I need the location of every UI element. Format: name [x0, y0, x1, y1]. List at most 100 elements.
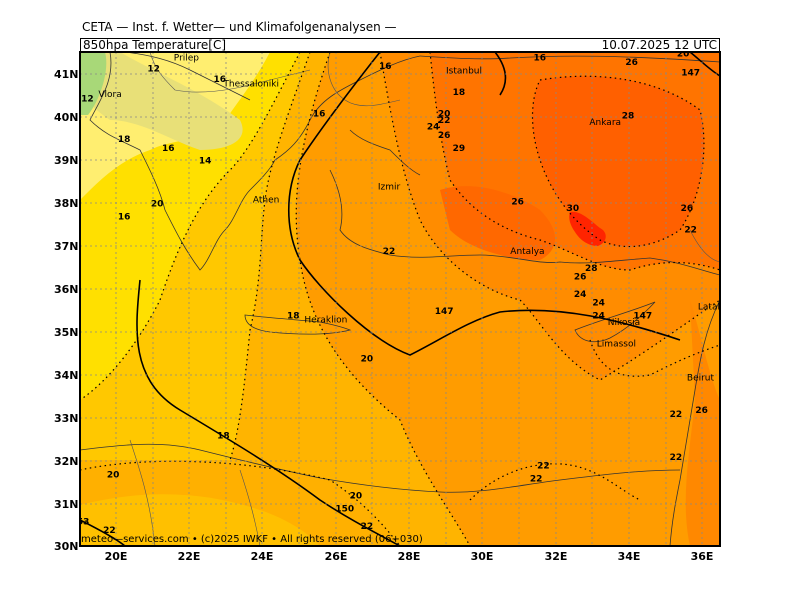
city-labels: Prilep Thessaloniki Vlora Istanbul Ankara Izm…: [98, 54, 731, 384]
isotherm-label: 29: [453, 144, 466, 154]
lat-label: 41N: [54, 68, 79, 81]
lat-label: 36N: [54, 283, 79, 296]
isotherm-label: 24: [574, 290, 587, 300]
city-label: Ankara: [589, 118, 621, 128]
isotherm-label: 20: [151, 200, 164, 210]
zone-26-levant: [685, 300, 720, 546]
lon-label: 34E: [618, 550, 641, 563]
isotherm-label: 16: [118, 213, 131, 223]
lat-label: 32N: [54, 455, 79, 468]
lon-label: 32E: [545, 550, 568, 563]
isotherm-label: 20: [677, 49, 690, 59]
city-label: Prilep: [174, 54, 200, 64]
isotherm-label: 26: [511, 198, 524, 208]
lon-label: 22E: [178, 550, 201, 563]
map-subheader: 850hpa Temperature[C] 10.07.2025 12 UTC: [80, 38, 720, 52]
lon-label: 24E: [251, 550, 274, 563]
isotherm-label: 24: [427, 122, 440, 132]
longitude-axis: 20E 22E 24E 26E 28E 30E 32E 34E 36E: [105, 550, 714, 563]
isotherm-label: 12: [147, 64, 160, 74]
city-label: Thessaloniki: [222, 79, 279, 89]
isotherm-label: 18: [118, 135, 131, 145]
city-label: Beirut: [687, 374, 715, 384]
city-label: Latakia: [698, 303, 731, 313]
city-label: Antalya: [510, 247, 544, 257]
isotherm-label: 30: [567, 204, 580, 214]
isotherm-label: 147: [633, 311, 652, 321]
latitude-axis: 41N 40N 39N 38N 37N 36N 35N 34N 33N 32N …: [54, 68, 79, 553]
lon-label: 30E: [471, 550, 494, 563]
isotherm-label: 22: [684, 225, 697, 235]
lat-label: 38N: [54, 197, 79, 210]
isotherm-label: 22: [670, 453, 683, 463]
isotherm-label: 20: [438, 109, 451, 119]
isotherm-label: 26: [438, 131, 451, 141]
lat-label: 34N: [54, 369, 79, 382]
zone-28: [532, 76, 704, 247]
isotherm-label: 26: [681, 204, 694, 214]
isotherm-label: 22: [361, 522, 374, 532]
isotherm-label: 22: [103, 526, 116, 536]
isotherm-label: 153: [71, 518, 90, 528]
lat-label: 31N: [54, 498, 79, 511]
grid: [80, 52, 720, 546]
isotherm-label: 14: [199, 157, 212, 167]
lat-label: 33N: [54, 412, 79, 425]
map-header: CETA — Inst. f. Wetter— und Klimafolgena…: [82, 20, 397, 34]
isotherm-label: 20: [107, 470, 120, 480]
field-name: 850hpa Temperature[C]: [83, 38, 227, 52]
city-label: Izmir: [378, 183, 401, 193]
city-label: Limassol: [597, 339, 636, 349]
isotherm-label: 147: [681, 69, 700, 79]
lon-label: 26E: [325, 550, 348, 563]
isotherm-label: 26: [574, 273, 587, 283]
isotherm-label: 20: [361, 354, 374, 364]
lon-label: 20E: [105, 550, 128, 563]
isotherm-label: 18: [217, 432, 230, 442]
zone-20-south: [80, 494, 320, 546]
city-label: Istanbul: [446, 67, 482, 77]
isotherm-label: 22: [438, 116, 451, 126]
isotherm-label: 28: [622, 112, 635, 122]
lat-label: 35N: [54, 326, 79, 339]
isotherm-label: 16: [313, 109, 326, 119]
valid-time: 10.07.2025 12 UTC: [601, 38, 717, 52]
isotherm-label: 147: [435, 307, 454, 317]
coastlines: [80, 52, 720, 546]
isotherm-label: 18: [287, 311, 300, 321]
isotherm-label: 18: [453, 88, 466, 98]
isotherm-label: 26: [695, 406, 708, 416]
isotherm-label: 26: [625, 58, 638, 68]
lat-label: 37N: [54, 240, 79, 253]
isotherm-label: 16: [534, 54, 547, 64]
isotherm-label: 24: [592, 311, 605, 321]
borders: [129, 52, 720, 546]
zone-12: [80, 52, 107, 115]
lon-label: 28E: [398, 550, 421, 563]
isotherm-label: 22: [537, 462, 550, 472]
city-label: Nikosia: [608, 318, 640, 328]
lon-label: 36E: [691, 550, 714, 563]
zone-28b: [440, 186, 555, 260]
isotherm-label: 150: [335, 505, 354, 515]
lat-label: 30N: [54, 540, 79, 553]
copyright-footer: meteo—services.com • (c)2025 IWKF • All …: [81, 534, 423, 545]
geopotential-lines: [80, 52, 720, 546]
lat-label: 40N: [54, 111, 79, 124]
zone-13: [80, 52, 243, 150]
map-frame: [79, 51, 721, 547]
isotherm-label: 28: [585, 264, 598, 274]
isotherm-label: 16: [162, 144, 175, 154]
isotherm-label: 16: [379, 62, 392, 72]
isotherm-label: 22: [530, 475, 543, 485]
city-label: Athen: [253, 195, 279, 205]
isotherm-label: 24: [592, 298, 605, 308]
map-area: Prilep Thessaloniki Vlora Istanbul Ankara Izm…: [71, 49, 731, 546]
isotherm-label: 22: [383, 247, 396, 257]
isotherm-label: 22: [670, 410, 683, 420]
isotherm-label: 12: [81, 94, 94, 104]
city-label: Heraklion: [304, 316, 347, 326]
lat-label: 39N: [54, 154, 79, 167]
